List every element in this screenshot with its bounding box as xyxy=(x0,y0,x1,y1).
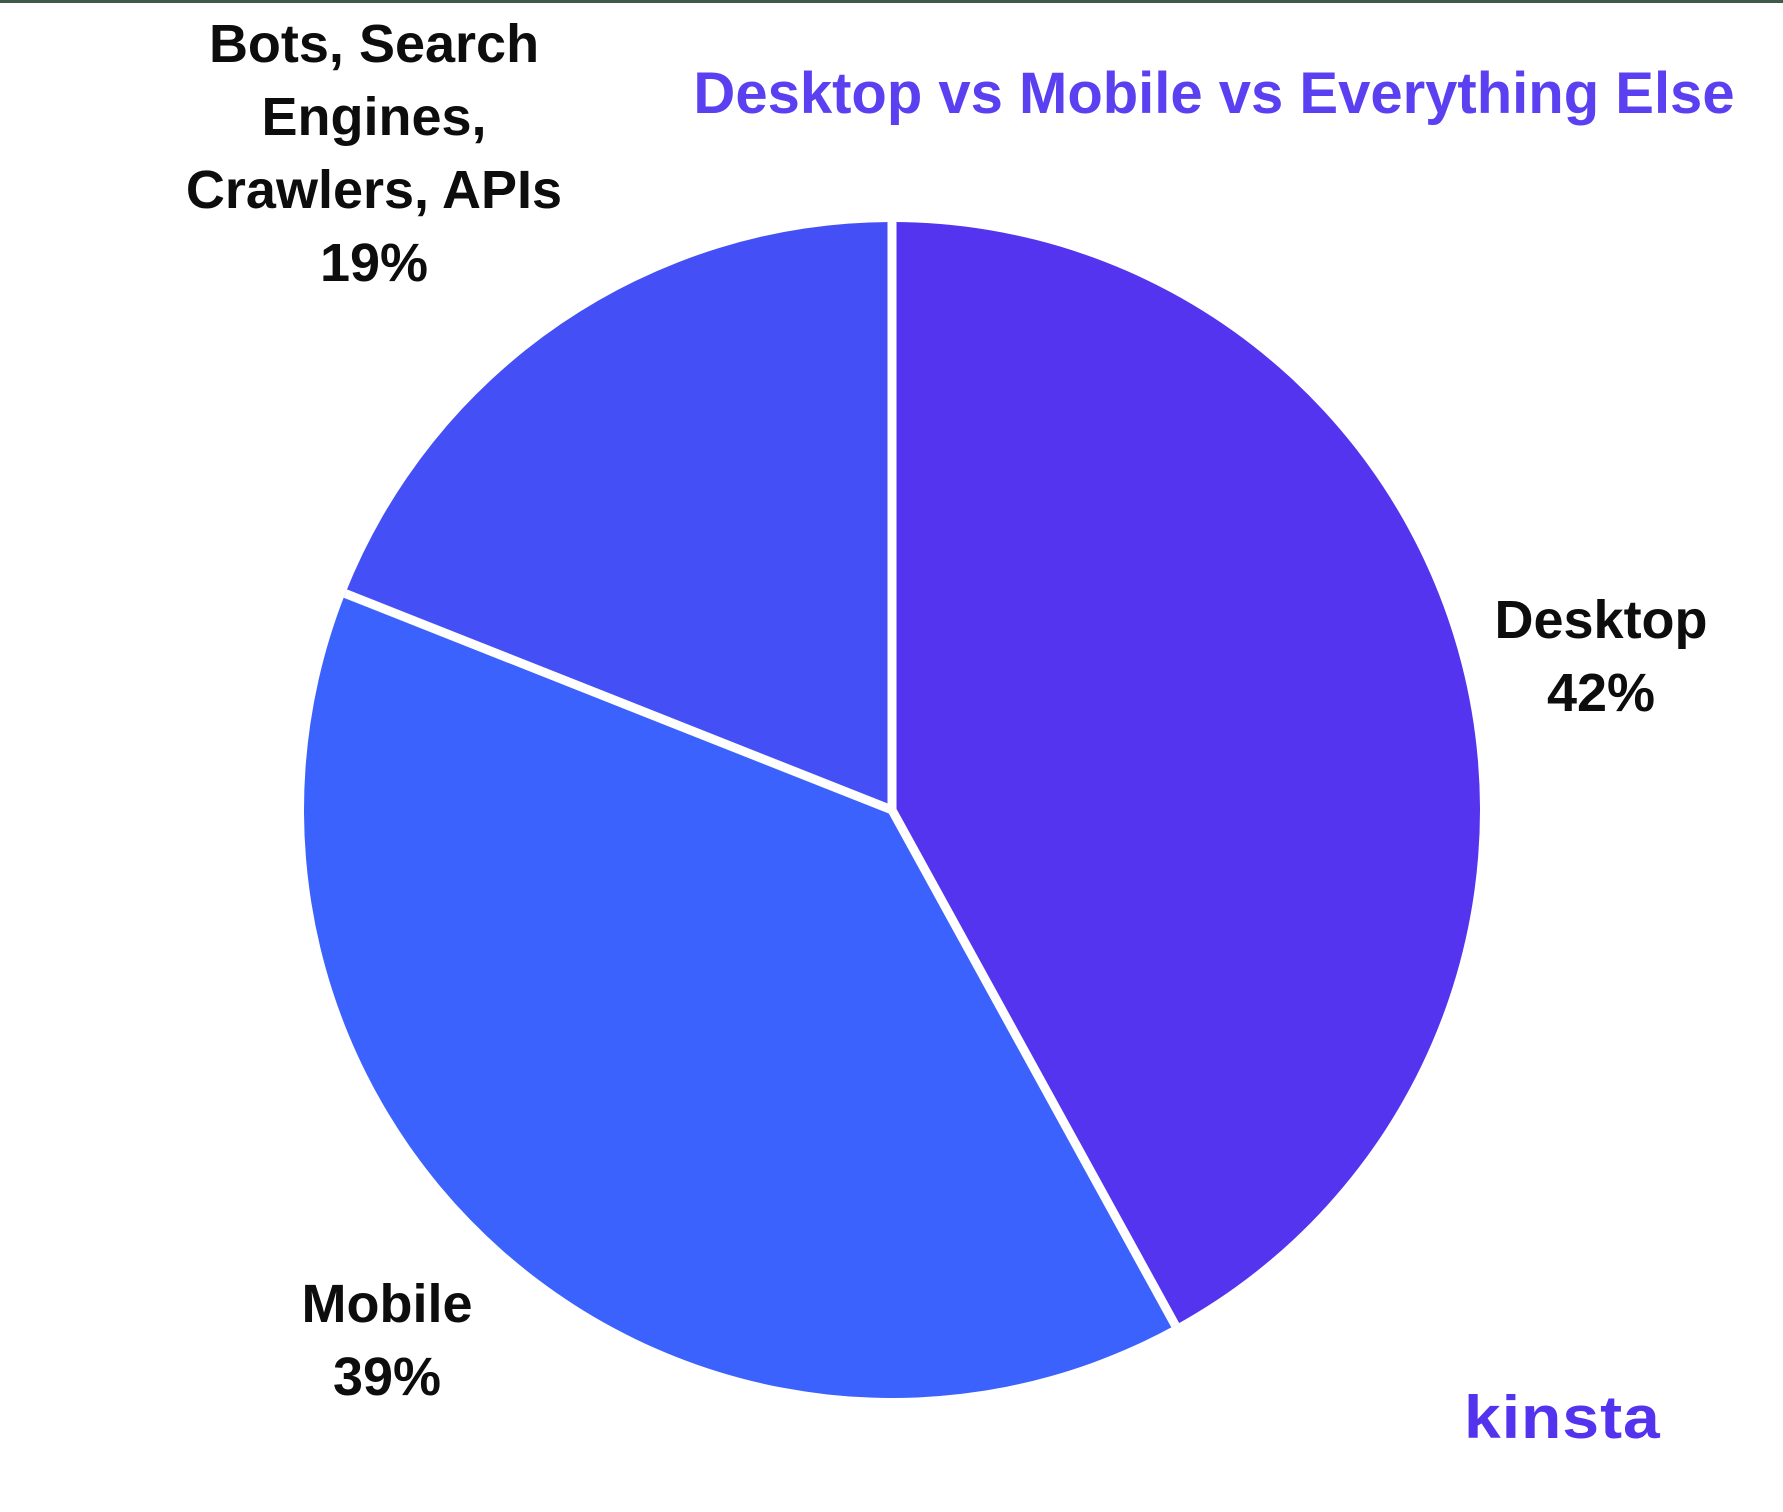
slice-label-bots: Bots, Search Engines, Crawlers, APIs 19% xyxy=(186,8,562,300)
slice-separator xyxy=(343,589,894,815)
pie-slice-desktop xyxy=(892,222,1480,1326)
slice-label-line: Desktop xyxy=(1494,590,1708,650)
slice-label-mobile: Mobile 39% xyxy=(302,1268,473,1414)
slice-label-line: Engines, xyxy=(261,87,487,147)
slice-label-value: 42% xyxy=(1546,663,1656,723)
chart-title: Desktop vs Mobile vs Everything Else xyxy=(693,61,1735,126)
slice-separator xyxy=(888,807,1180,1328)
slice-label-value: 19% xyxy=(319,233,429,293)
top-border-line xyxy=(0,0,1783,3)
slice-label-line: Mobile xyxy=(301,1274,473,1334)
pie-slice-mobile xyxy=(304,593,1176,1398)
kinsta-logo: kinsta xyxy=(1464,1382,1661,1451)
slice-label-value: 39% xyxy=(332,1347,442,1407)
slice-label-desktop: Desktop 42% xyxy=(1494,584,1707,730)
pie-slice-bots xyxy=(345,222,893,810)
slice-label-line: Crawlers, APIs xyxy=(185,160,563,220)
slice-label-line: Bots, Search xyxy=(208,14,540,74)
